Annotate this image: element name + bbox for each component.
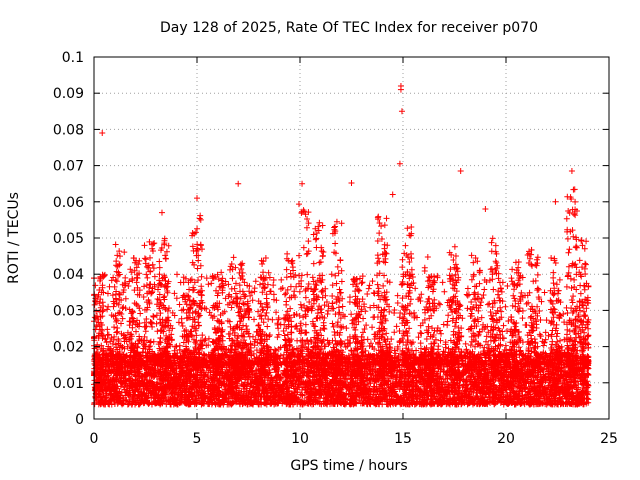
data-point (396, 386, 403, 393)
data-point (448, 376, 455, 383)
data-point (571, 377, 578, 384)
data-point (367, 340, 374, 347)
gridlines (94, 57, 609, 419)
data-point (481, 344, 488, 351)
data-point (172, 343, 179, 350)
data-point (267, 399, 274, 406)
data-point (366, 343, 373, 350)
chart-title: Day 128 of 2025, Rate Of TEC Index for r… (160, 20, 538, 36)
data-point (359, 329, 366, 336)
data-points (91, 82, 592, 408)
data-point (584, 395, 591, 402)
